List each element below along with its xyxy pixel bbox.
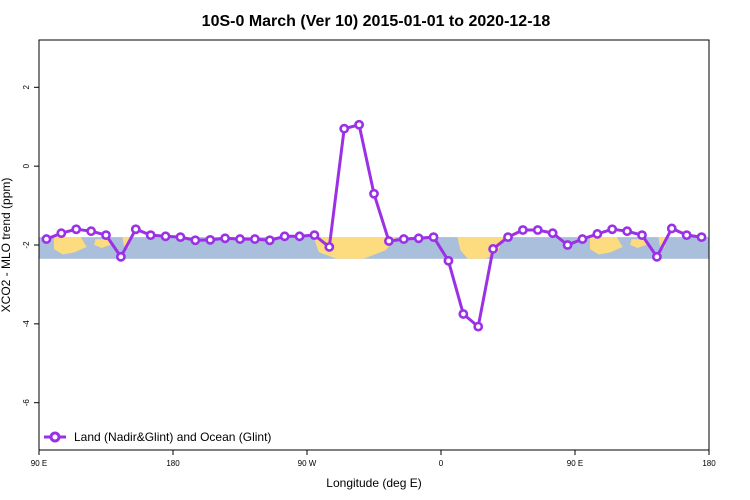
- chart-title: 10S-0 March (Ver 10) 2015-01-01 to 2020-…: [202, 13, 551, 30]
- plot-frame: [38, 39, 710, 451]
- data-point: [592, 229, 603, 239]
- data-point: [101, 230, 111, 241]
- data-point: [622, 226, 633, 237]
- data-point: [413, 233, 424, 244]
- land-shape: [589, 237, 623, 255]
- data-point: [175, 232, 186, 243]
- data-point: [488, 244, 499, 254]
- data-point: [249, 234, 260, 244]
- axes: 90 E 180 90 W 0 90 E 180 2 0 -2 -4 -6: [22, 85, 716, 468]
- data-point: [607, 224, 618, 235]
- x-axis-label: Longitude (deg E): [326, 476, 421, 490]
- land-shape: [94, 239, 111, 248]
- data-point: [220, 233, 231, 244]
- data-point: [41, 234, 52, 244]
- data-point: [547, 228, 558, 239]
- data-point: [562, 240, 573, 250]
- data-point: [666, 223, 677, 234]
- data-point: [235, 234, 245, 244]
- data-point: [205, 234, 216, 245]
- data-point: [56, 228, 67, 239]
- data-point: [428, 232, 439, 243]
- data-point: [651, 251, 662, 262]
- data-point: [503, 232, 513, 243]
- data-point: [339, 123, 350, 134]
- data-point: [145, 230, 156, 241]
- data-point: [637, 230, 647, 241]
- y-tick-label: -6: [22, 399, 31, 407]
- y-tick-label: -4: [22, 320, 31, 328]
- y-tick-label: -2: [22, 241, 31, 249]
- data-point: [517, 225, 528, 235]
- y-axis-label: XCO2 - MLO trend (ppm): [0, 178, 13, 313]
- x-tick-label: 0: [439, 459, 444, 468]
- data-point: [324, 242, 335, 252]
- data-point: [130, 224, 141, 235]
- y-tick-label: 0: [22, 163, 31, 168]
- land-shape: [53, 237, 87, 255]
- data-point: [71, 224, 82, 235]
- y-tick-label: 2: [22, 85, 31, 90]
- x-tick-label: 180: [166, 459, 180, 468]
- data-point: [458, 309, 469, 319]
- data-point: [264, 235, 275, 246]
- land-shape: [630, 239, 647, 248]
- legend-marker-swatch: [49, 431, 61, 443]
- legend: Land (Nadir&Glint) and Ocean (Glint): [44, 430, 271, 444]
- data-point: [443, 255, 454, 266]
- x-tick-label: 90 E: [31, 459, 47, 468]
- data-point: [681, 230, 692, 241]
- series-layer: [41, 119, 707, 332]
- data-point: [577, 234, 588, 244]
- data-point: [398, 234, 409, 244]
- data-point: [369, 188, 379, 199]
- data-point: [696, 232, 707, 243]
- series-line: [45, 123, 702, 329]
- data-point: [190, 235, 201, 246]
- data-point: [473, 321, 484, 332]
- data-point: [309, 230, 320, 241]
- data-point: [532, 225, 543, 235]
- data-point: [86, 226, 97, 237]
- data-point: [294, 231, 305, 242]
- data-point: [354, 119, 365, 130]
- data-point: [160, 231, 171, 242]
- x-tick-label: 90 E: [567, 459, 583, 468]
- x-tick-label: 180: [702, 459, 716, 468]
- legend-label: Land (Nadir&Glint) and Ocean (Glint): [74, 430, 271, 444]
- land-shape: [314, 237, 397, 259]
- data-point: [383, 236, 394, 246]
- land-ocean-band: [39, 237, 709, 259]
- data-point: [115, 251, 126, 262]
- x-tick-label: 90 W: [298, 459, 317, 468]
- data-point: [279, 231, 290, 242]
